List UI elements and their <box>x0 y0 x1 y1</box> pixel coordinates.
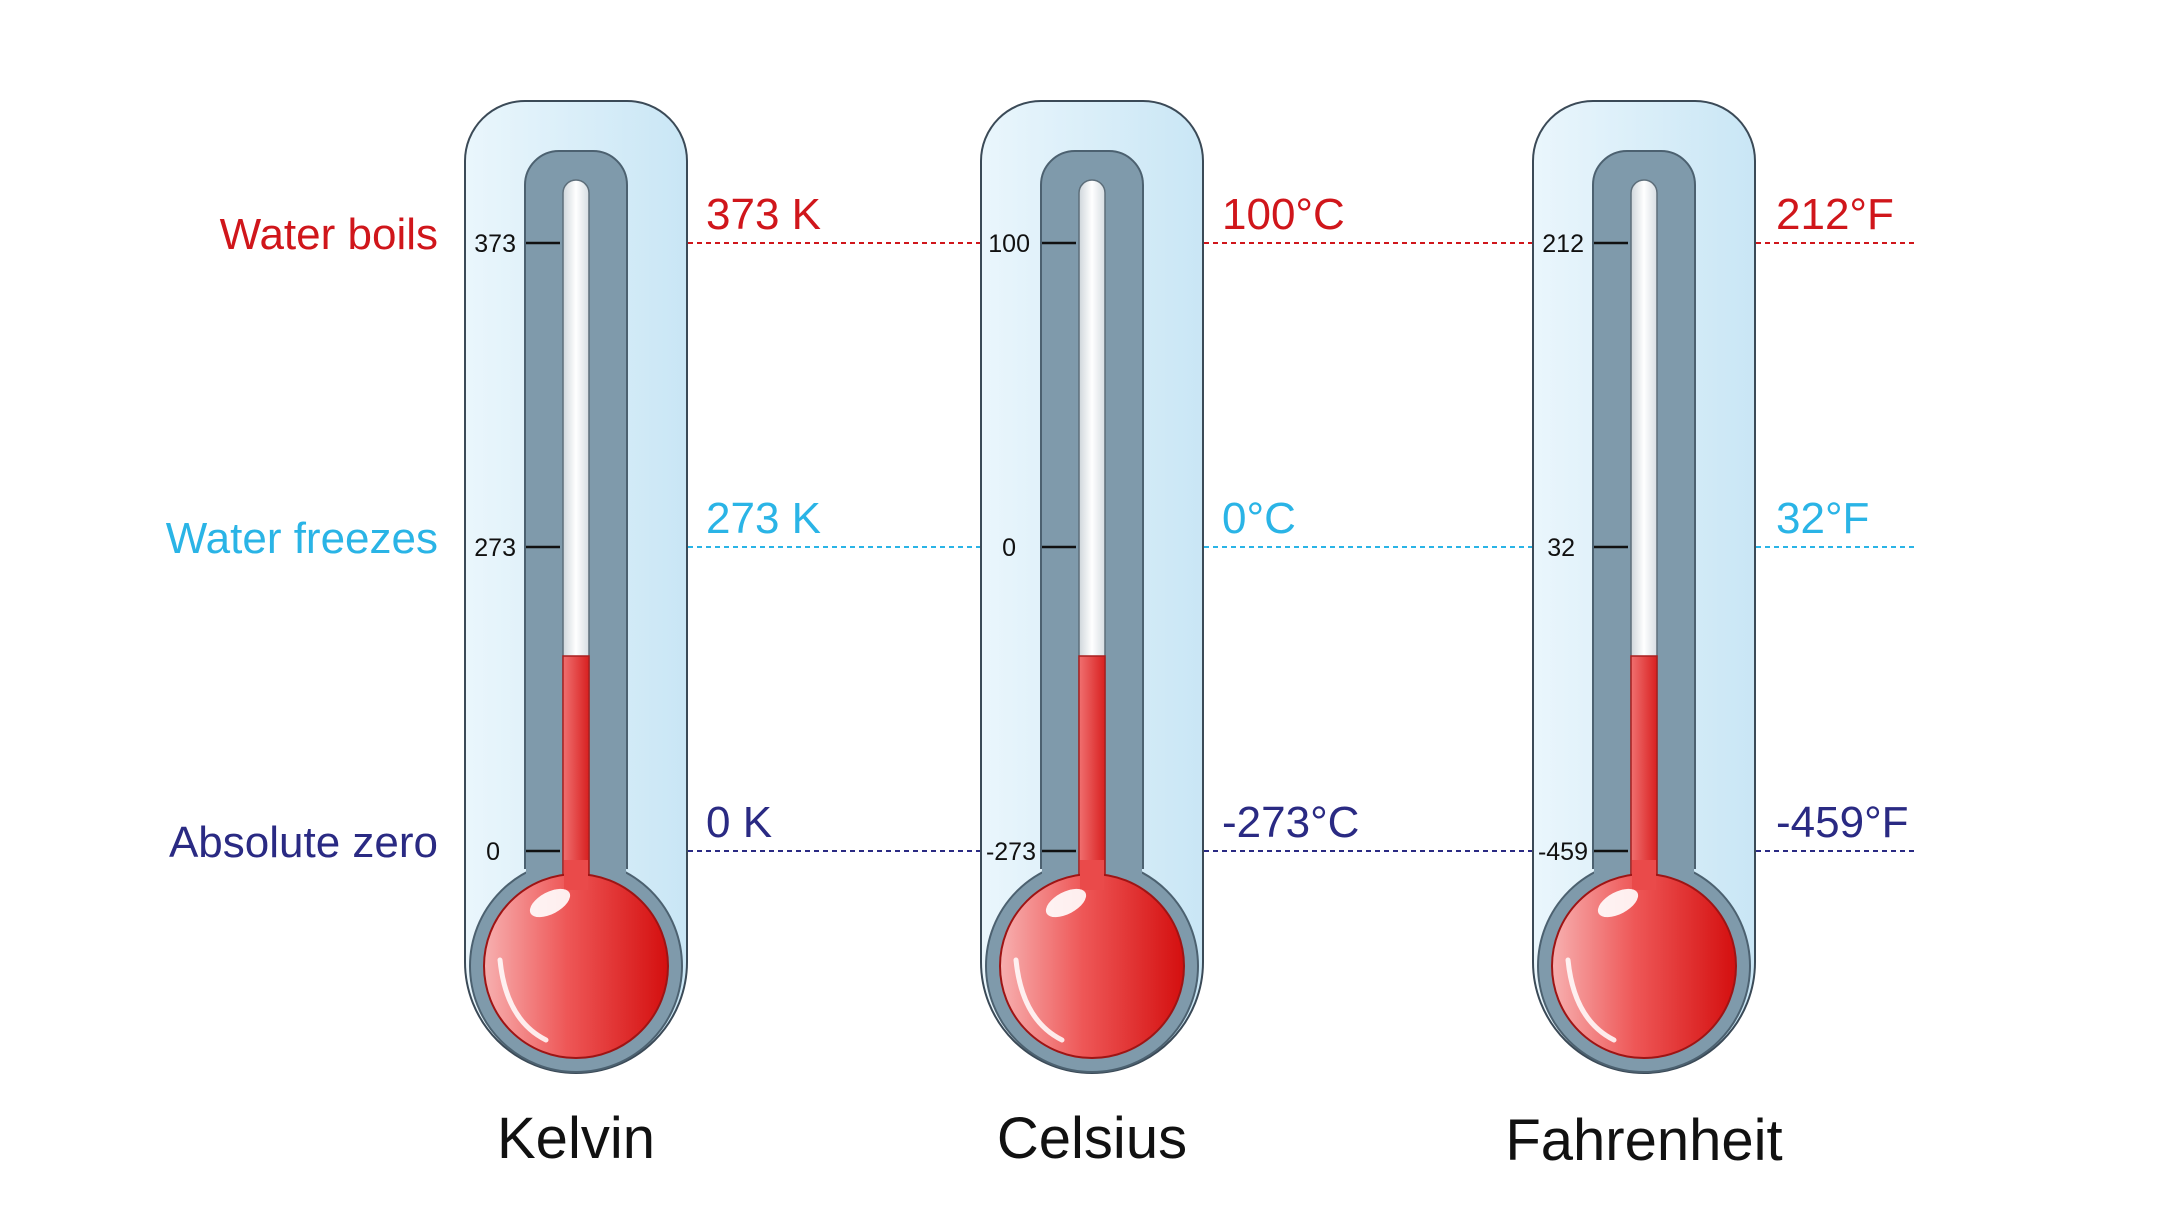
bulb-shine <box>1565 957 1617 1043</box>
tick-label-zero: 0 <box>486 838 500 866</box>
bulb-shine <box>497 957 549 1043</box>
thermometer-body <box>464 100 688 1074</box>
bulb-highlight <box>1045 888 1087 918</box>
value-label-boils: 100°C <box>1222 190 1345 239</box>
tick-label-boils: 100 <box>988 230 1030 258</box>
bulb-highlight <box>529 888 571 918</box>
scale-name-fahrenheit: Fahrenheit <box>1505 1108 1782 1173</box>
tick-label-freezes: 0 <box>1002 534 1016 562</box>
bulb <box>1551 873 1737 1059</box>
thermometer-fahrenheit: 212 32 -459 212°F 32°F -459°F Fahrenheit <box>1505 100 1909 1173</box>
bulb-neck <box>1632 860 1656 890</box>
value-label-zero: -273°C <box>1222 798 1359 847</box>
bulb-neck <box>1080 860 1104 890</box>
value-label-boils: 212°F <box>1776 190 1894 239</box>
thermometer-kelvin: 373 273 0 373 K 273 K 0 K Kelvin <box>464 100 821 1171</box>
tick-label-zero: -273 <box>986 838 1036 866</box>
bulb <box>999 873 1185 1059</box>
thermometer-celsius: 100 0 -273 100°C 0°C -273°C Celsius <box>980 100 1359 1171</box>
row-label-water-boils: Water boils <box>220 210 438 259</box>
value-label-boils: 373 K <box>706 190 821 239</box>
tick-label-freezes: 273 <box>474 534 516 562</box>
scale-name-celsius: Celsius <box>997 1106 1187 1171</box>
value-label-zero: -459°F <box>1776 798 1909 847</box>
tick-label-freezes: 32 <box>1547 534 1575 562</box>
bulb-shine <box>1013 957 1065 1043</box>
value-label-freezes: 273 K <box>706 494 821 543</box>
thermometer-body <box>1532 100 1756 1074</box>
tick-label-boils: 373 <box>474 230 516 258</box>
bulb-highlight <box>1597 888 1639 918</box>
bulb-neck <box>564 860 588 890</box>
row-label-water-freezes: Water freezes <box>166 514 438 563</box>
reference-lines <box>688 242 1918 852</box>
value-label-freezes: 0°C <box>1222 494 1296 543</box>
value-label-freezes: 32°F <box>1776 494 1869 543</box>
tick-label-zero: -459 <box>1538 838 1588 866</box>
row-label-absolute-zero: Absolute zero <box>169 818 438 867</box>
scale-name-kelvin: Kelvin <box>497 1106 655 1171</box>
tick-label-boils: 212 <box>1542 230 1584 258</box>
thermometer-body <box>980 100 1204 1074</box>
value-label-zero: 0 K <box>706 798 772 847</box>
bulb <box>483 873 669 1059</box>
